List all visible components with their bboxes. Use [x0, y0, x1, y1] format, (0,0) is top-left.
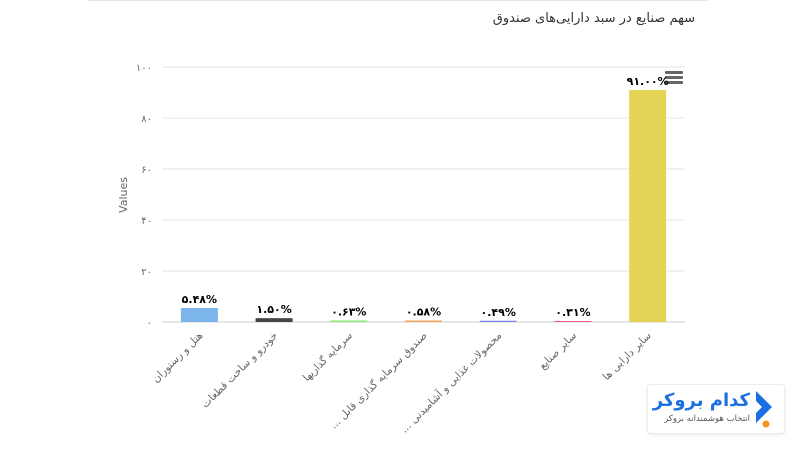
bar[interactable] — [330, 320, 368, 322]
y-tick-label: ۰ — [147, 318, 152, 329]
x-tick-label: هتل و رستوران — [150, 330, 206, 386]
brand-watermark: کدام بروکر انتخاب هوشمندانه بروکر — [647, 384, 785, 434]
x-tick-label: سرمایه گذاریها — [300, 329, 355, 384]
data-labels: ۵.۴۸% ۱.۵۰% ۰.۶۳% ۰.۵۸% ۰.۴۹% ۰.۳۱% ۹۱.۰۰% — [182, 75, 669, 319]
y-axis-title: Values — [117, 177, 130, 213]
data-label: ۰.۵۸% — [406, 306, 441, 319]
bar[interactable] — [180, 308, 218, 322]
bar[interactable] — [255, 318, 293, 322]
data-label: ۵.۴۸% — [182, 293, 217, 306]
top-divider — [88, 0, 708, 1]
x-tick-label: سایر دارایی ها — [600, 330, 653, 383]
bars — [180, 89, 667, 322]
data-label: ۹۱.۰۰% — [627, 75, 669, 88]
watermark-title: کدام بروکر — [652, 390, 750, 411]
data-label: ۰.۴۹% — [481, 306, 516, 319]
chart-title: سهم صنایع در سبد دارایی‌های صندوق — [492, 11, 695, 26]
watermark-subtitle: انتخاب هوشمندانه بروکر — [664, 414, 750, 424]
bar[interactable] — [554, 321, 592, 322]
hamburger-menu-icon[interactable] — [665, 71, 683, 85]
x-tick-label: سایر صنایع — [537, 330, 579, 372]
data-label: ۱.۵۰% — [256, 303, 291, 316]
y-tick-label: ۸۰ — [141, 114, 152, 125]
y-tick-label: ۲۰ — [141, 267, 152, 278]
bar[interactable] — [629, 89, 667, 322]
y-tick-label: ۴۰ — [141, 216, 152, 227]
brand-logo-icon — [756, 391, 772, 428]
y-axis-ticks: ۰ ۲۰ ۴۰ ۶۰ ۸۰ ۱۰۰ — [136, 63, 152, 329]
data-label: ۰.۶۳% — [331, 305, 366, 318]
data-label: ۰.۳۱% — [555, 306, 590, 319]
bar[interactable] — [479, 320, 517, 322]
grid-lines — [162, 66, 685, 323]
y-tick-label: ۱۰۰ — [136, 63, 152, 74]
y-tick-label: ۶۰ — [141, 165, 152, 176]
x-tick-label: خودرو و ساخت قطعات — [199, 330, 280, 411]
bar[interactable] — [405, 320, 442, 322]
